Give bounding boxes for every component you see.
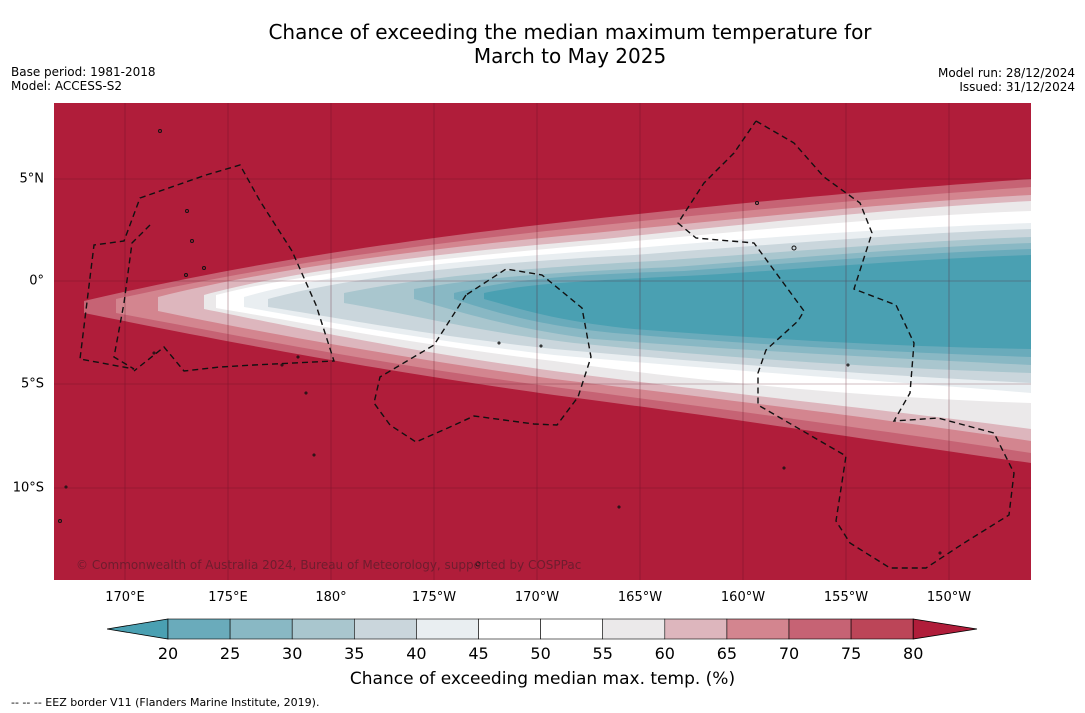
eez-border-central — [373, 268, 592, 443]
x-tick-label: 165°W — [617, 590, 663, 605]
x-tick-label: 155°W — [823, 590, 869, 605]
colorbar-segment — [850, 618, 914, 640]
colorbar-tick-label: 20 — [157, 644, 179, 663]
x-tick-label: 170°E — [105, 590, 145, 605]
colorbar-tick-label: 40 — [406, 644, 427, 663]
eez-border-west — [79, 164, 335, 372]
colorbar-tick-label: 45 — [468, 644, 489, 663]
colorbar-tick-label: 35 — [344, 644, 365, 663]
colorbar-segment — [229, 618, 293, 640]
y-tick-label: 10°S — [12, 480, 44, 496]
meta-left: Base period: 1981-2018 Model: ACCESS-S2 — [11, 65, 156, 93]
x-tick-label: 150°W — [926, 590, 972, 605]
y-tick-label: 0° — [29, 273, 44, 289]
map-title-line-1: Chance of exceeding the median maximum t… — [268, 20, 872, 44]
colorbar-segment — [416, 618, 479, 640]
model-text: Model: ACCESS-S2 — [11, 79, 123, 93]
eez-footnote: -- -- -- EEZ border V11 (Flanders Marine… — [11, 696, 320, 709]
forecast-contour-10 — [484, 255, 1031, 349]
colorbar-segment — [478, 618, 541, 640]
eez-borders — [79, 120, 1015, 569]
x-tick-label: 160°W — [720, 590, 766, 605]
colorbar-title: Chance of exceeding median max. temp. (%… — [349, 669, 736, 689]
x-tick-label: 180° — [315, 590, 347, 605]
colorbar-segment — [602, 618, 666, 640]
x-tick-label: 175°W — [411, 590, 457, 605]
x-tick-label: 175°E — [208, 590, 248, 605]
meta-right: Model run: 28/12/2024 Issued: 31/12/2024 — [938, 66, 1075, 94]
colorbar-tick-label: 50 — [530, 644, 551, 663]
colorbar-tick-label: 80 — [903, 644, 924, 663]
colorbar-segment — [788, 618, 852, 640]
colorbar-tick-label: 55 — [592, 644, 613, 663]
map-title: Chance of exceeding the median maximum t… — [0, 20, 1085, 68]
colorbar-tick-label: 70 — [778, 644, 800, 663]
colorbar-tick-label: 25 — [219, 644, 241, 663]
gridlines — [54, 103, 1031, 580]
colorbar-tick-label: 30 — [282, 644, 303, 663]
colorbar-segment — [291, 618, 355, 640]
colorbar-extend-high — [912, 618, 978, 640]
model-run-text: Model run: 28/12/2024 — [937, 66, 1075, 80]
y-tick-label: 5°S — [20, 376, 44, 392]
y-tick-label: 5°N — [19, 171, 45, 187]
colorbar-segment — [726, 618, 790, 640]
colorbar-segment — [354, 618, 417, 640]
copyright-text: © Commonwealth of Australia 2024, Bureau… — [76, 558, 582, 572]
forecast-band — [84, 179, 1031, 463]
colorbar-segment — [664, 618, 728, 640]
colorbar-tick-label: 75 — [840, 644, 862, 663]
colorbar-segment — [167, 618, 231, 640]
base-period-text: Base period: 1981-2018 — [11, 65, 156, 79]
forecast-map — [54, 103, 1031, 580]
eez-border-east — [677, 120, 1015, 569]
issued-text: Issued: 31/12/2024 — [959, 80, 1075, 94]
colorbar-extend-low — [107, 618, 169, 640]
islands — [58, 129, 942, 567]
map-title-line-2: March to May 2025 — [473, 44, 667, 68]
colorbar-tick-label: 60 — [654, 644, 675, 663]
colorbar-tick-label: 65 — [716, 644, 738, 663]
colorbar — [107, 618, 978, 640]
colorbar-segment — [540, 618, 604, 640]
x-tick-label: 170°W — [514, 590, 560, 605]
